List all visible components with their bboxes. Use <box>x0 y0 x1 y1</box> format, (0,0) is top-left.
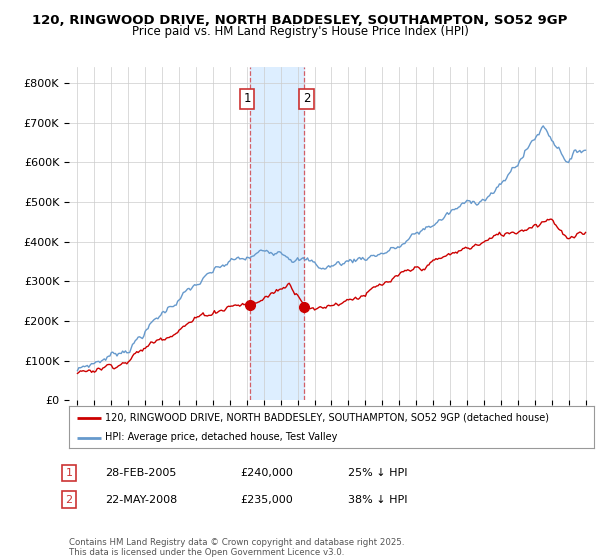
Text: Price paid vs. HM Land Registry's House Price Index (HPI): Price paid vs. HM Land Registry's House … <box>131 25 469 38</box>
Text: 1: 1 <box>65 468 73 478</box>
Text: Contains HM Land Registry data © Crown copyright and database right 2025.
This d: Contains HM Land Registry data © Crown c… <box>69 538 404 557</box>
Text: 2: 2 <box>303 92 311 105</box>
Text: 22-MAY-2008: 22-MAY-2008 <box>105 494 177 505</box>
Text: HPI: Average price, detached house, Test Valley: HPI: Average price, detached house, Test… <box>105 432 337 442</box>
Text: 28-FEB-2005: 28-FEB-2005 <box>105 468 176 478</box>
Text: 120, RINGWOOD DRIVE, NORTH BADDESLEY, SOUTHAMPTON, SO52 9GP (detached house): 120, RINGWOOD DRIVE, NORTH BADDESLEY, SO… <box>105 413 549 423</box>
Text: 2: 2 <box>65 494 73 505</box>
Text: 1: 1 <box>243 92 251 105</box>
Text: £240,000: £240,000 <box>240 468 293 478</box>
Text: 120, RINGWOOD DRIVE, NORTH BADDESLEY, SOUTHAMPTON, SO52 9GP: 120, RINGWOOD DRIVE, NORTH BADDESLEY, SO… <box>32 14 568 27</box>
Text: 38% ↓ HPI: 38% ↓ HPI <box>348 494 407 505</box>
Text: £235,000: £235,000 <box>240 494 293 505</box>
Text: 25% ↓ HPI: 25% ↓ HPI <box>348 468 407 478</box>
Bar <box>250 67 304 400</box>
